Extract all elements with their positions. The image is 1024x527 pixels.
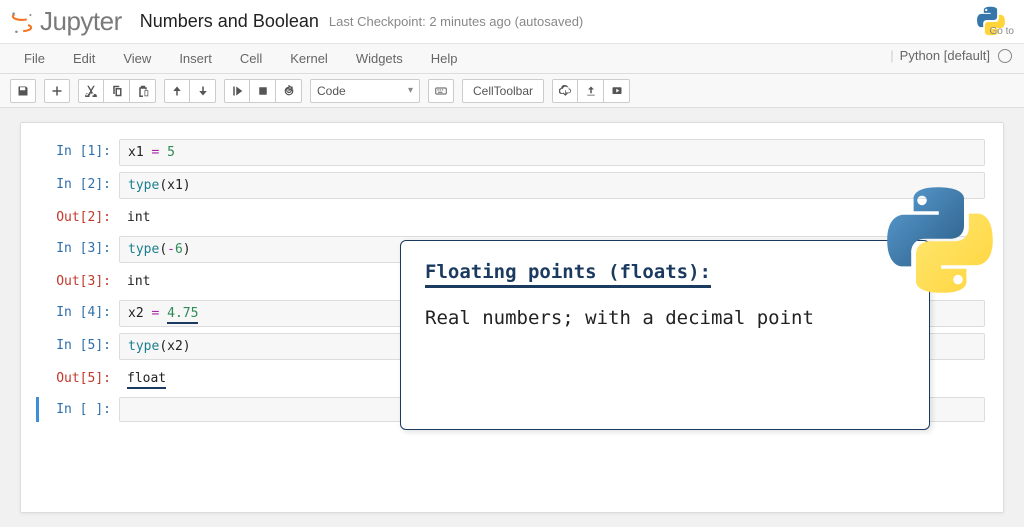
- header: Jupyter Numbers and Boolean Last Checkpo…: [0, 0, 1024, 44]
- present-button[interactable]: [604, 79, 630, 103]
- kernel-indicator: | Python [default]: [890, 48, 1012, 63]
- in-prompt: In [4]:: [39, 300, 119, 327]
- input-cell[interactable]: In [1]:x1 = 5: [39, 139, 985, 166]
- paste-button[interactable]: [130, 79, 156, 103]
- cell-type-value: Code: [317, 84, 346, 98]
- run-button[interactable]: [224, 79, 250, 103]
- output-cell: Out[2]:int: [39, 205, 985, 230]
- menu-help[interactable]: Help: [417, 45, 472, 72]
- code-content[interactable]: type(x1): [119, 172, 985, 199]
- menu-cell[interactable]: Cell: [226, 45, 276, 72]
- jupyter-logo[interactable]: Jupyter: [8, 6, 122, 37]
- code-content[interactable]: x1 = 5: [119, 139, 985, 166]
- output-content: int: [119, 205, 985, 230]
- menubar: File Edit View Insert Cell Kernel Widget…: [0, 44, 1024, 74]
- menu-kernel[interactable]: Kernel: [276, 45, 342, 72]
- python-logo-large: [880, 180, 1000, 303]
- input-cell[interactable]: In [2]:type(x1): [39, 172, 985, 199]
- in-prompt: In [1]:: [39, 139, 119, 166]
- download-button[interactable]: [552, 79, 578, 103]
- copy-button[interactable]: [104, 79, 130, 103]
- out-prompt: Out[5]:: [39, 366, 119, 391]
- menu-file[interactable]: File: [10, 45, 59, 72]
- move-down-button[interactable]: [190, 79, 216, 103]
- cell-type-select[interactable]: Code: [310, 79, 420, 103]
- menu-view[interactable]: View: [109, 45, 165, 72]
- cut-button[interactable]: [78, 79, 104, 103]
- move-up-button[interactable]: [164, 79, 190, 103]
- share-button[interactable]: [578, 79, 604, 103]
- in-prompt: In [5]:: [39, 333, 119, 360]
- toolbar: Code CellToolbar: [0, 74, 1024, 108]
- command-palette-button[interactable]: [428, 79, 454, 103]
- in-prompt: In [ ]:: [39, 397, 119, 422]
- kernel-separator: |: [890, 48, 893, 63]
- notebook-title[interactable]: Numbers and Boolean: [140, 11, 319, 32]
- checkpoint-text: Last Checkpoint: 2 minutes ago (autosave…: [329, 14, 583, 29]
- jupyter-icon: [8, 8, 36, 36]
- add-cell-button[interactable]: [44, 79, 70, 103]
- menu-edit[interactable]: Edit: [59, 45, 109, 72]
- goto-label: Go to: [990, 26, 1014, 37]
- menu-widgets[interactable]: Widgets: [342, 45, 417, 72]
- out-prompt: Out[3]:: [39, 269, 119, 294]
- annotation-body: Real numbers; with a decimal point: [425, 306, 905, 332]
- annotation-title: Floating points (floats):: [425, 261, 711, 288]
- kernel-status-icon: [998, 49, 1012, 63]
- in-prompt: In [3]:: [39, 236, 119, 263]
- annotation-callout: Floating points (floats): Real numbers; …: [400, 240, 930, 430]
- cell-toolbar-button[interactable]: CellToolbar: [462, 79, 544, 103]
- jupyter-logo-text: Jupyter: [40, 6, 122, 37]
- stop-button[interactable]: [250, 79, 276, 103]
- restart-button[interactable]: [276, 79, 302, 103]
- menu-insert[interactable]: Insert: [165, 45, 226, 72]
- in-prompt: In [2]:: [39, 172, 119, 199]
- kernel-name[interactable]: Python [default]: [900, 48, 990, 63]
- out-prompt: Out[2]:: [39, 205, 119, 230]
- save-button[interactable]: [10, 79, 36, 103]
